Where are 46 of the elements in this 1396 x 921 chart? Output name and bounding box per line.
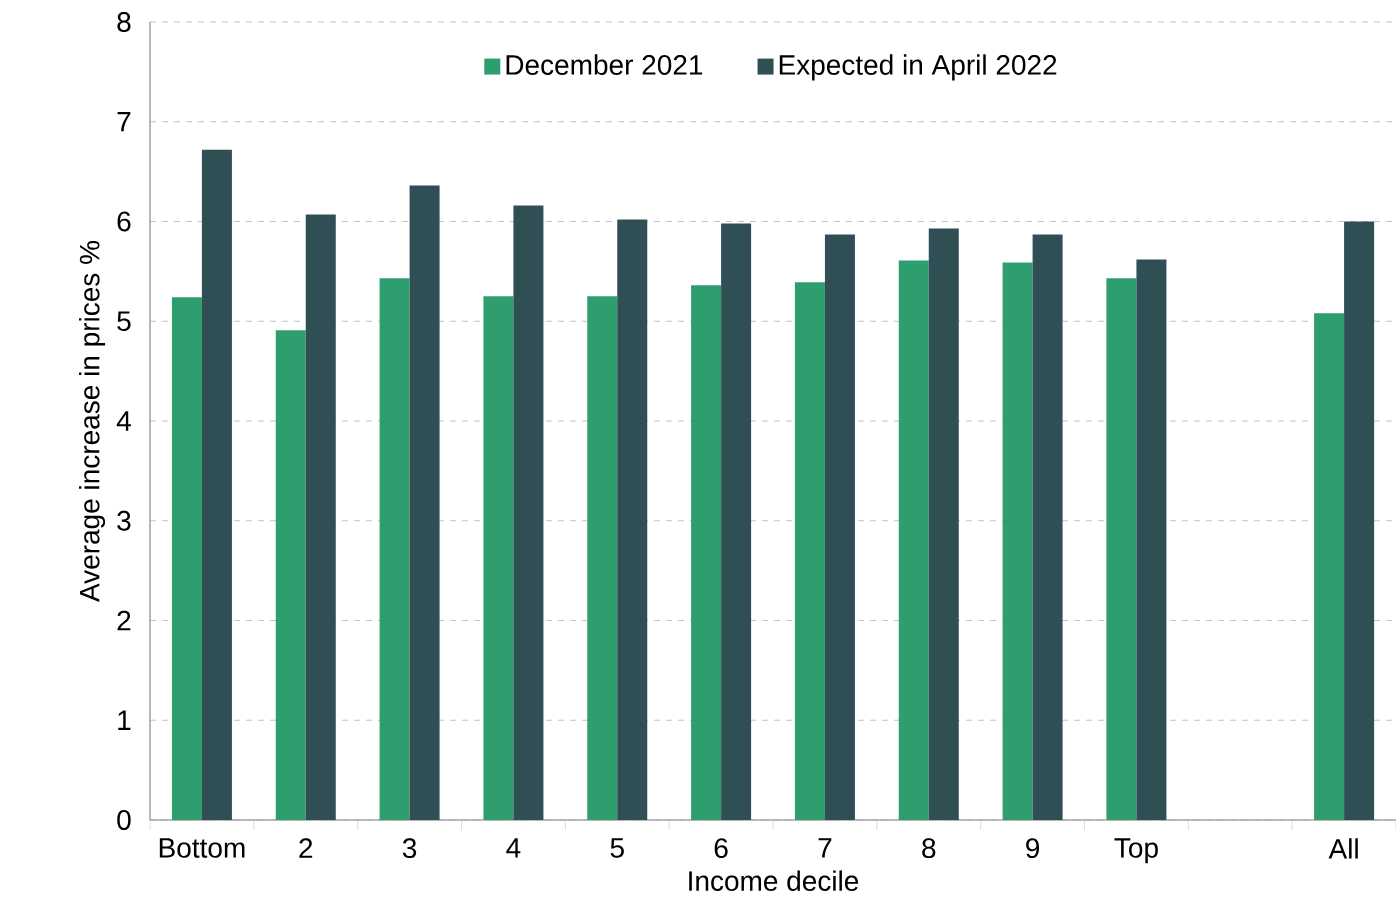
x-tick-label: Top [1114,838,1158,864]
y-tick-label: 5 [117,311,131,332]
x-tick-label: 8 [922,838,936,859]
x-tick-label: 3 [402,838,417,859]
bar [824,234,855,820]
bar [617,219,648,820]
y-tick-label: 0 [117,810,131,830]
bar [201,149,232,820]
bar [928,228,959,820]
bar [379,278,410,820]
bar [1314,313,1345,820]
bar [691,285,722,820]
y-axis-title: Average increase in prices % [78,241,106,602]
y-tick-label: 4 [116,411,131,431]
y-tick-label: 1 [118,710,131,730]
bar [1002,262,1033,820]
x-tick-label: 9 [1026,838,1040,859]
x-tick-label: 5 [610,838,624,858]
x-axis-title: Income decile [689,870,859,891]
x-tick-label: 6 [714,838,728,859]
bar [1136,259,1167,820]
bar [898,260,929,820]
y-tick-label: 2 [117,610,131,631]
bar [794,282,825,820]
y-tick-label: 7 [117,112,131,132]
bar [409,185,440,820]
x-tick-label: All [1328,838,1358,859]
bar [275,330,306,820]
bar [305,214,336,820]
y-tick-label: 3 [117,510,131,531]
bar [483,296,514,820]
y-tick-label: 6 [117,211,131,232]
x-tick-label: 4 [506,838,521,858]
bar [721,223,752,820]
x-tick-label: 2 [299,838,313,858]
y-tick-label: 8 [117,12,131,32]
x-tick-label: 7 [818,838,832,858]
legend-label: December 2021 [506,54,703,75]
bar [171,297,202,820]
x-tick-label: Bottom [159,838,245,858]
legend-label: Expected in April 2022 [779,54,1057,81]
bar [1344,221,1375,820]
bar [1106,278,1137,820]
bar [513,205,544,820]
bar [587,296,618,820]
bar [1032,234,1063,820]
